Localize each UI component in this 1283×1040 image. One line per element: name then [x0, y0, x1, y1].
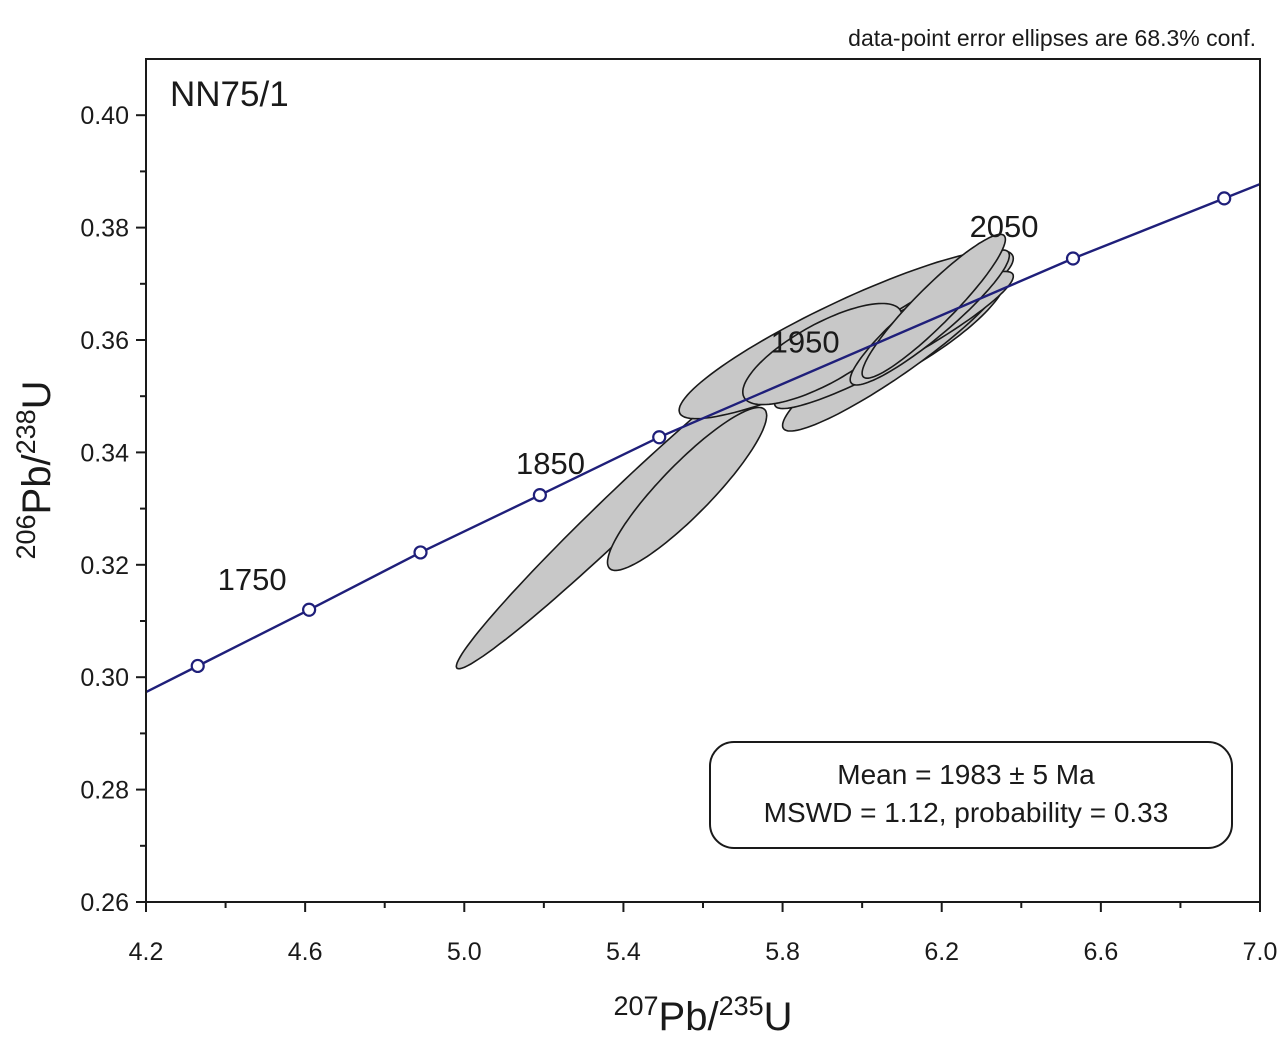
x-axis-title-sup1: 207: [613, 991, 658, 1021]
x-tick-label: 4.6: [288, 938, 323, 966]
sample-label: NN75/1: [170, 75, 289, 114]
concordia-age-marker: [1065, 251, 1081, 266]
y-axis-title-sup2: 238: [11, 409, 41, 454]
y-axis-title: 206Pb/238U: [11, 380, 59, 559]
y-tick-label: 0.30: [80, 664, 129, 692]
concordia-age-marker: [1217, 191, 1232, 206]
y-tick-label: 0.32: [80, 552, 129, 580]
y-tick-label: 0.38: [80, 215, 129, 243]
x-axis-title-base1: Pb/: [659, 995, 720, 1039]
y-tick-label: 0.40: [80, 102, 129, 130]
error-ellipse: [861, 233, 1007, 380]
y-tick-label: 0.36: [80, 327, 129, 355]
result-mean: Mean = 1983 ± 5 Ma: [837, 759, 1095, 790]
y-tick-label: 0.28: [80, 777, 129, 805]
y-axis-title-base1: Pb/: [15, 454, 59, 515]
concordia-age-marker: [532, 488, 547, 503]
age-label-layer: 1750 1850 1950 2050: [218, 209, 1039, 597]
concordia-age-marker: [302, 602, 317, 617]
x-tick-label: 6.6: [1083, 938, 1118, 966]
y-tick-label: 0.26: [80, 889, 129, 917]
concordia-layer: [146, 182, 1260, 694]
age-label: 1750: [218, 562, 287, 597]
y-axis-title-sup1: 206: [11, 514, 41, 559]
result-box: Mean = 1983 ± 5 Ma MSWD = 1.12, probabil…: [709, 741, 1233, 849]
x-tick-label: 7.0: [1243, 938, 1278, 966]
concordia-age-marker: [190, 658, 205, 674]
x-tick-label: 5.8: [765, 938, 800, 966]
age-label: 1950: [771, 324, 840, 359]
tick-layer: 4.2 4.6 5.0 5.4 5.8 6.2 6.6 7.0 0.26 0.28 0.30 0.32…: [80, 102, 1277, 966]
x-tick-label: 6.2: [924, 938, 959, 966]
concordia-age-marker: [652, 430, 667, 445]
age-label: 2050: [970, 209, 1039, 244]
age-label: 1850: [516, 446, 585, 481]
x-tick-label: 5.4: [606, 938, 641, 966]
error-ellipse: [606, 406, 768, 572]
x-axis-title: 207Pb/235U: [613, 991, 792, 1039]
y-tick-label: 0.34: [80, 439, 129, 467]
x-tick-label: 5.0: [447, 938, 482, 966]
x-tick-label: 4.2: [129, 938, 164, 966]
result-box-frame: [709, 741, 1233, 849]
result-mswd: MSWD = 1.12, probability = 0.33: [764, 797, 1169, 828]
x-axis-title-base2: U: [764, 995, 793, 1039]
y-axis-title-base2: U: [15, 380, 59, 409]
concordia-age-marker: [413, 545, 428, 560]
confidence-note: data-point error ellipses are 68.3% conf…: [848, 25, 1256, 51]
x-axis-title-sup2: 235: [719, 991, 764, 1021]
